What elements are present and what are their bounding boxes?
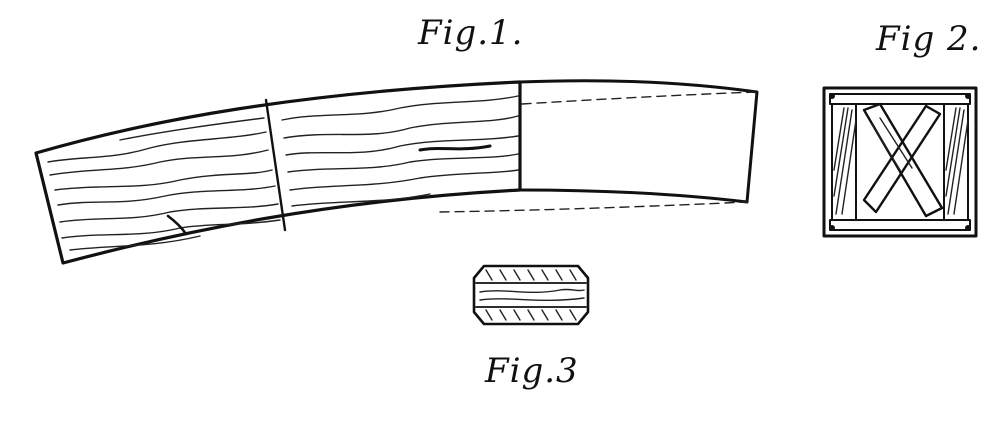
fig2-hatched-posts bbox=[831, 103, 969, 221]
fig1-projection-lines bbox=[439, 91, 758, 213]
fig1-wooden-section bbox=[34, 80, 522, 265]
fig1-wood-grain bbox=[47, 95, 519, 251]
fig3-drawing bbox=[472, 264, 590, 326]
fig1-label: Fig.1. bbox=[418, 13, 524, 53]
fig2-diagonal-braces bbox=[862, 102, 944, 218]
fig2-label: Fig 2. bbox=[876, 19, 982, 59]
fig2-drawing bbox=[822, 86, 978, 238]
fig1-plain-section bbox=[518, 79, 759, 204]
fig3-label: Fig.3 bbox=[485, 351, 579, 391]
fig1-drawing bbox=[34, 79, 759, 265]
